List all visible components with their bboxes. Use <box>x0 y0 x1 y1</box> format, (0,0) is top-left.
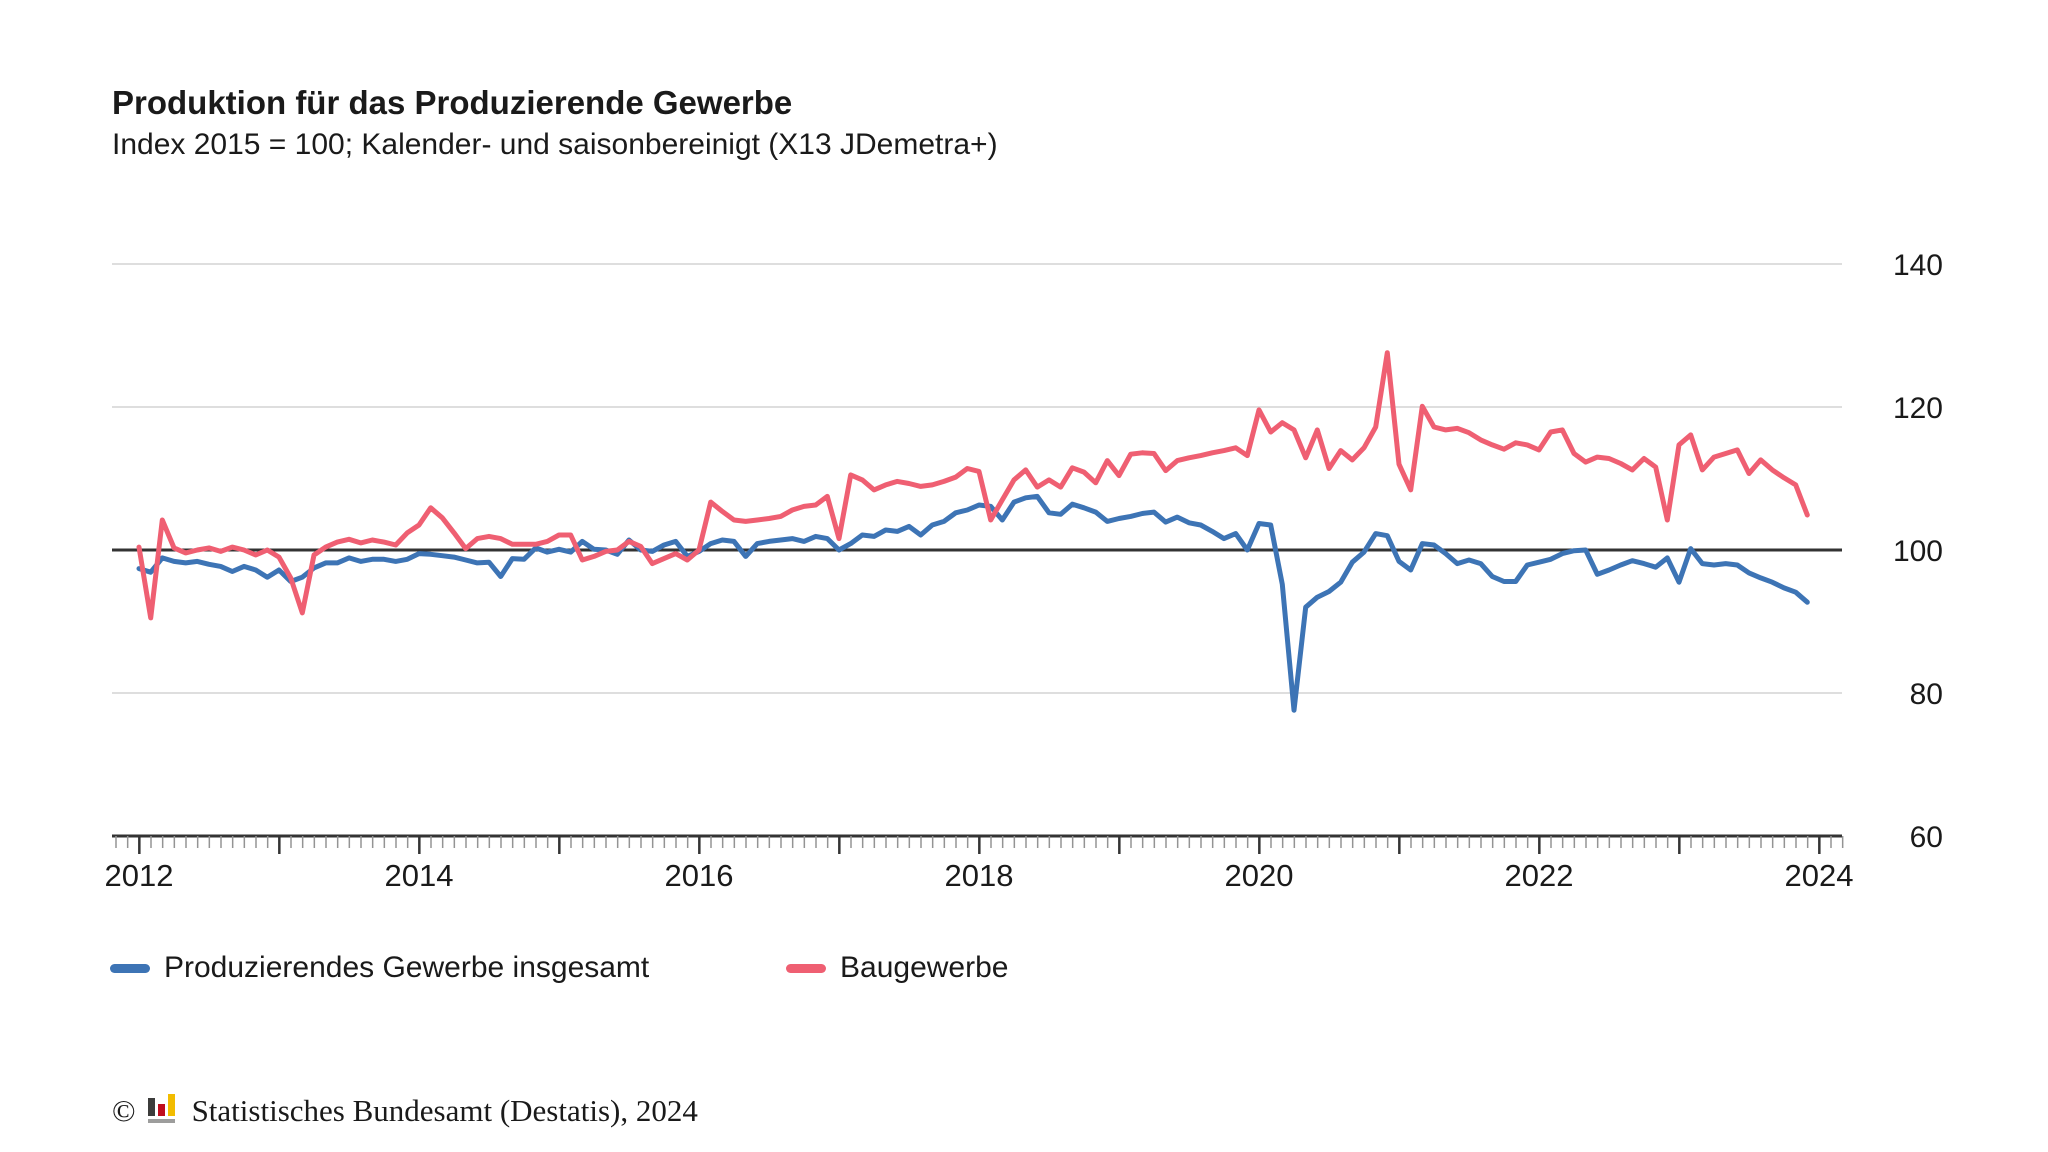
chart-subtitle: Index 2015 = 100; Kalender- und saisonbe… <box>112 128 998 161</box>
y-axis-label: 140 <box>1893 249 1943 282</box>
y-axis-label: 80 <box>1910 678 1943 711</box>
x-axis-label: 2014 <box>385 858 454 893</box>
x-axis-label: 2018 <box>945 858 1014 893</box>
copyright-symbol: © <box>112 1093 136 1128</box>
destatis-logo-icon <box>146 1090 182 1132</box>
legend-label: Produzierendes Gewerbe insgesamt <box>164 951 650 984</box>
y-axis-label: 100 <box>1893 535 1943 568</box>
y-axis-label: 120 <box>1893 392 1943 425</box>
legend-swatch-blue <box>110 963 150 973</box>
x-axis-label: 2012 <box>105 858 174 893</box>
legend-item-baugewerbe: Baugewerbe <box>786 948 1008 988</box>
legend-label: Baugewerbe <box>840 951 1009 984</box>
chart-title: Produktion für das Produzierende Gewerbe <box>112 84 793 121</box>
series-line-produzierendes-gewerbe-insgesamt <box>136 493 1810 713</box>
chart-legend: Produzierendes Gewerbe insgesamt Baugewe… <box>0 948 2048 988</box>
source-text: Statistisches Bundesamt (Destatis), 2024 <box>191 1093 698 1128</box>
y-axis-label: 60 <box>1910 821 1943 854</box>
legend-item-produzierendes-gewerbe: Produzierendes Gewerbe insgesamt <box>110 948 649 988</box>
x-axis-label: 2022 <box>1505 858 1574 893</box>
x-axis-label: 2020 <box>1225 858 1294 893</box>
legend-swatch-red <box>786 963 826 973</box>
x-axis-label: 2024 <box>1785 858 1854 893</box>
source-attribution: © Statistisches Bundesamt (Destatis), 20… <box>112 1090 698 1132</box>
series-line-baugewerbe <box>136 350 1810 621</box>
x-axis-label: 2016 <box>665 858 734 893</box>
